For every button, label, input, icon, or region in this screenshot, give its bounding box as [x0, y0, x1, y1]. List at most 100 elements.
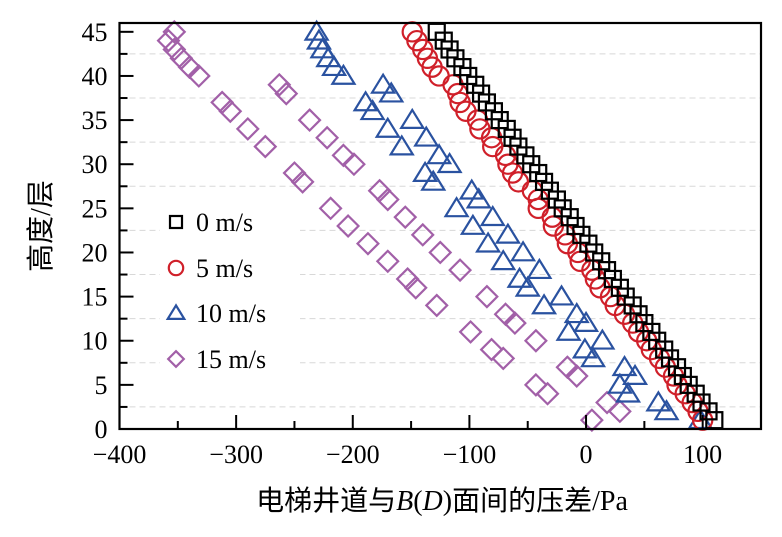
data-point-triangle — [458, 178, 485, 200]
data-point-triangle — [548, 284, 575, 306]
x-tick-label: 100 — [683, 440, 722, 469]
data-point-triangle — [388, 134, 415, 156]
data-point-diamond — [595, 390, 619, 415]
data-point-diamond — [428, 240, 453, 265]
data-point-triangle — [303, 19, 330, 41]
data-point-diamond — [355, 231, 380, 256]
series-triangle — [303, 19, 714, 430]
legend-label: 5 m/s — [196, 254, 253, 283]
data-point-diamond — [502, 311, 527, 336]
data-point-diamond — [331, 143, 356, 168]
data-point-triangle — [412, 160, 439, 182]
data-point-diamond — [424, 293, 449, 318]
data-point-triangle — [563, 302, 590, 324]
y-tick-label: 0 — [95, 415, 108, 444]
y-tick-labels: 0 5 10 15 20 25 30 35 40 45 — [82, 18, 108, 444]
data-point-triangle — [510, 240, 537, 262]
gridlines — [119, 53, 761, 408]
data-point-diamond — [474, 284, 499, 309]
data-point-triangle — [611, 354, 638, 377]
data-point-diamond — [218, 99, 243, 124]
legend: 0 m/s 5 m/s 10 m/s 15 m/s — [165, 208, 266, 374]
x-axis-title-part: D — [422, 486, 443, 517]
data-point-diamond — [235, 116, 260, 141]
data-point-diamond — [315, 125, 340, 150]
data-point-diamond — [336, 214, 361, 238]
data-point-diamond — [493, 302, 518, 327]
data-point-diamond — [479, 337, 504, 362]
x-tick-label: −300 — [209, 440, 263, 469]
data-point-triangle — [645, 390, 672, 412]
legend-icon-square — [168, 214, 184, 230]
data-point-diamond — [210, 90, 235, 115]
y-tick-label: 10 — [82, 327, 108, 356]
x-tick-label: 0 — [580, 440, 593, 469]
data-point-circle — [482, 135, 504, 158]
data-point-diamond — [297, 108, 322, 133]
series-diamond — [156, 19, 632, 433]
y-tick-label: 15 — [82, 283, 108, 312]
data-point-diamond — [375, 187, 400, 212]
data-point-triangle — [494, 222, 521, 244]
data-point-triangle — [370, 72, 397, 94]
data-point-diamond — [410, 222, 435, 247]
x-axis-title-part: B — [396, 486, 413, 517]
data-point-diamond — [448, 258, 473, 283]
x-tick-label: −400 — [93, 440, 147, 469]
y-tick-label: 5 — [95, 371, 108, 400]
y-axis-title: 高度/层 — [25, 180, 57, 272]
legend-label: 0 m/s — [196, 208, 253, 237]
data-point-diamond — [579, 408, 604, 433]
data-point-diamond — [162, 37, 187, 62]
data-point-triangle — [506, 266, 533, 288]
data-markers — [156, 19, 724, 433]
y-tick-label: 20 — [82, 238, 108, 267]
data-point-triangle — [479, 204, 506, 227]
x-axis-title: 电梯井道与B(D)面间的压差/Pa — [256, 485, 628, 517]
axis-ticks — [118, 30, 704, 430]
y-tick-label: 35 — [82, 106, 108, 135]
series-square — [427, 22, 724, 430]
data-point-diamond — [395, 267, 420, 291]
x-axis-title-part: )面间的压差/Pa — [443, 485, 629, 517]
legend-label: 15 m/s — [196, 345, 266, 374]
data-point-diamond — [162, 19, 187, 44]
data-point-diamond — [290, 169, 315, 194]
y-tick-label: 30 — [82, 150, 108, 179]
data-point-diamond — [535, 381, 560, 406]
data-point-triangle — [374, 116, 401, 138]
y-tick-label: 45 — [82, 18, 108, 47]
data-point-diamond — [375, 249, 400, 274]
data-point-triangle — [459, 213, 486, 235]
data-point-triangle — [589, 328, 616, 350]
data-point-diamond — [523, 328, 548, 353]
plot-frame — [118, 21, 763, 431]
data-point-triangle — [413, 125, 440, 147]
y-tick-label: 40 — [82, 62, 108, 91]
x-axis-title-part: 电梯井道与 — [256, 485, 396, 517]
legend-icon-triangle — [165, 303, 187, 320]
data-point-triangle — [526, 257, 553, 280]
data-point-triangle — [475, 231, 502, 253]
data-point-diamond — [564, 364, 589, 388]
data-point-diamond — [282, 161, 307, 185]
x-tick-label: −100 — [443, 440, 497, 469]
x-tick-label: −200 — [326, 440, 380, 469]
data-point-diamond — [156, 28, 181, 53]
data-point-diamond — [186, 64, 211, 88]
data-point-triangle — [443, 196, 470, 218]
legend-icon-diamond — [166, 349, 186, 369]
data-point-diamond — [523, 372, 548, 397]
data-point-diamond — [403, 275, 428, 300]
data-point-diamond — [318, 196, 343, 221]
data-point-triangle — [490, 249, 517, 271]
data-point-diamond — [341, 152, 366, 177]
data-point-diamond — [607, 399, 632, 424]
data-point-diamond — [267, 72, 292, 97]
data-point-diamond — [274, 81, 299, 106]
x-tick-labels: −400 −300 −200 −100 0 100 — [93, 440, 723, 469]
y-tick-label: 25 — [82, 194, 108, 223]
legend-icon-circle — [167, 259, 185, 277]
data-point-diamond — [169, 46, 194, 71]
